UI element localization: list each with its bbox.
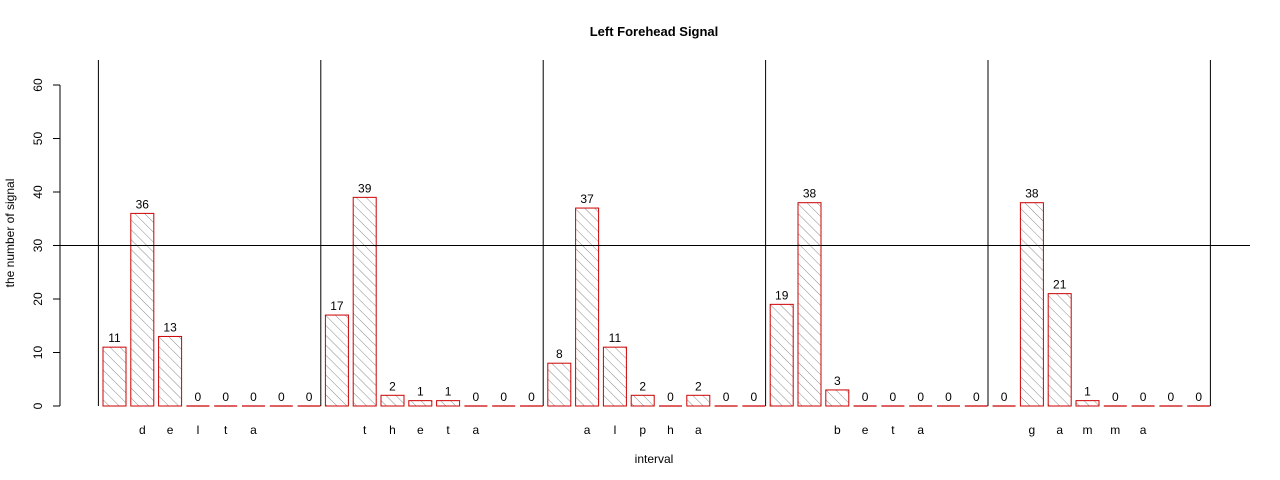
y-tick-label: 40	[31, 185, 45, 199]
category-label: h	[389, 423, 396, 437]
bars	[102, 196, 1211, 407]
data-label: 1	[445, 385, 452, 399]
bar	[408, 400, 433, 407]
bar	[158, 335, 183, 407]
data-label: 3	[834, 374, 841, 388]
y-tick-label: 0	[31, 402, 45, 409]
data-label: 38	[803, 187, 817, 201]
y-tick-label: 30	[31, 239, 45, 253]
bar	[380, 394, 405, 407]
data-label: 11	[108, 331, 121, 345]
data-label: 0	[862, 390, 869, 404]
data-label: 37	[580, 192, 594, 206]
category-label: e	[417, 423, 424, 437]
chart-title: Left Forehead Signal	[590, 24, 719, 39]
data-label: 0	[973, 390, 980, 404]
category-label: m	[1110, 423, 1120, 437]
category-label: e	[167, 423, 174, 437]
bar	[797, 202, 822, 407]
bar	[575, 207, 600, 407]
category-label: t	[363, 423, 367, 437]
data-label: 0	[473, 390, 480, 404]
data-label: 19	[775, 288, 789, 302]
category-label: a	[695, 423, 702, 437]
category-label: g	[1029, 423, 1036, 437]
bar	[630, 394, 655, 407]
y-tick-label: 50	[31, 132, 45, 146]
data-label: 0	[890, 390, 897, 404]
data-label: 0	[250, 390, 257, 404]
category-label: d	[139, 423, 146, 437]
bar	[1047, 293, 1072, 407]
data-label: 2	[639, 379, 646, 393]
data-label: 0	[306, 390, 313, 404]
data-label: 0	[528, 390, 535, 404]
data-label: 39	[358, 181, 372, 195]
data-label: 17	[330, 299, 344, 313]
data-label: 0	[723, 390, 730, 404]
bar	[324, 314, 349, 407]
data-label: 8	[556, 347, 563, 361]
category-label: a	[250, 423, 257, 437]
data-label: 0	[278, 390, 285, 404]
data-label: 0	[1001, 390, 1008, 404]
category-label: e	[862, 423, 869, 437]
data-label: 0	[195, 390, 202, 404]
category-label: a	[1140, 423, 1147, 437]
data-label: 0	[1168, 390, 1175, 404]
category-label: t	[224, 423, 228, 437]
data-label: 38	[1025, 187, 1039, 201]
y-axis-label: the number of signal	[3, 179, 17, 288]
bar	[102, 346, 127, 407]
category-label: t	[446, 423, 450, 437]
category-label: t	[891, 423, 895, 437]
bar	[1075, 400, 1100, 407]
data-label: 0	[222, 390, 229, 404]
bar	[352, 196, 377, 407]
data-label: 21	[1053, 278, 1067, 292]
category-label: l	[614, 423, 617, 437]
data-label: 0	[751, 390, 758, 404]
category-label: a	[473, 423, 480, 437]
category-label: a	[917, 423, 924, 437]
data-label: 0	[1140, 390, 1147, 404]
y-tick-label: 20	[31, 292, 45, 306]
bar	[436, 400, 461, 407]
category-label: h	[667, 423, 674, 437]
category-label: l	[197, 423, 200, 437]
x-axis-label: interval	[635, 452, 674, 466]
data-label: 0	[945, 390, 952, 404]
data-label: 0	[500, 390, 507, 404]
y-tick-label: 10	[31, 346, 45, 360]
category-label: p	[639, 423, 646, 437]
category-label: a	[1056, 423, 1063, 437]
bar	[130, 212, 155, 407]
bar	[769, 303, 794, 407]
bar	[686, 394, 711, 407]
data-label: 0	[667, 390, 674, 404]
bar	[602, 346, 627, 407]
category-label: m	[1083, 423, 1093, 437]
bar	[825, 389, 850, 407]
data-label: 1	[417, 385, 424, 399]
bar	[1019, 202, 1044, 407]
group-separators	[97, 60, 1211, 406]
data-label: 2	[389, 379, 396, 393]
category-label: a	[584, 423, 591, 437]
data-label: 0	[1195, 390, 1202, 404]
data-label: 2	[695, 379, 702, 393]
data-label: 1	[1084, 385, 1091, 399]
data-label: 0	[1112, 390, 1119, 404]
data-label: 11	[609, 331, 622, 345]
y-axis: 0 10 20 30 40 50 60	[31, 78, 61, 409]
data-label: 0	[917, 390, 924, 404]
bar	[547, 362, 572, 407]
category-label: b	[834, 423, 841, 437]
y-tick-label: 60	[31, 78, 45, 92]
data-label: 36	[136, 197, 150, 211]
data-label: 13	[163, 320, 177, 334]
